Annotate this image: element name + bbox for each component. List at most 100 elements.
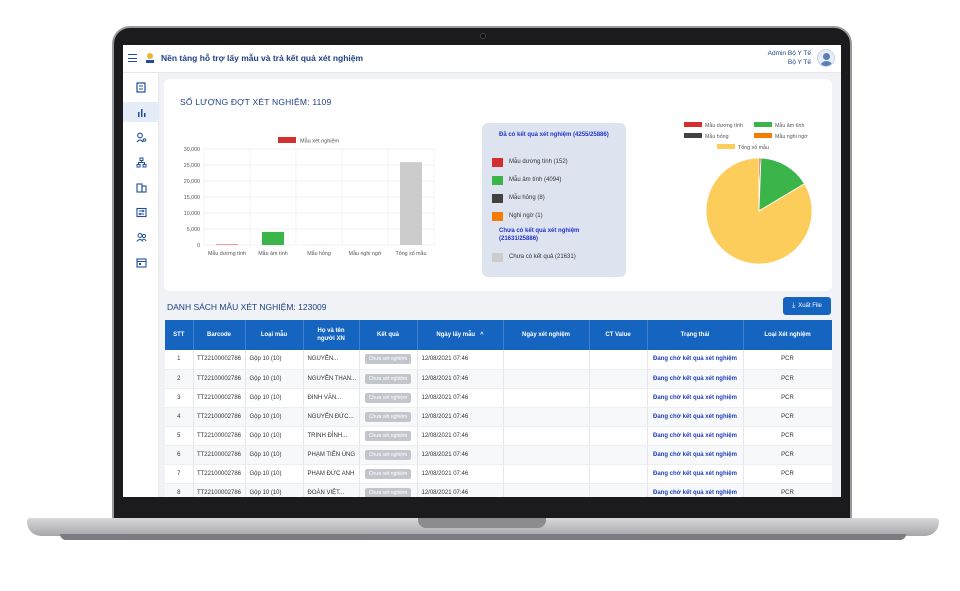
building-icon [135,182,147,193]
table-row[interactable]: 1 TT22100002786 Gộp 10 (10) NGUYỄN... Chưa x… [165,350,832,370]
column-header-test-date[interactable]: Ngày xét nghiệm [503,320,590,350]
legend-swatch [492,252,503,262]
pie-legend-swatch [754,133,772,138]
cell-test-type: PCR [743,388,832,408]
cell-name: NGUYỄN ĐỨC... [303,407,360,427]
bar-chart: Mẫu xét nghiệm 30,000 25,000 20,000 15,000 10… [184,137,435,257]
cell-test-type: PCR [743,350,832,370]
summary-legend-item: Mẫu dương tính (152) [492,157,568,167]
export-file-button[interactable]: ⤓ Xuất File [783,297,831,315]
sidebar-item-dashboard[interactable] [123,77,159,97]
cell-result: Chưa xét nghiệm [359,483,418,497]
cell-name: PHẠM TIẾN ÚNG [303,445,360,465]
status-link[interactable]: Đang chờ kết quả xét nghiệm [653,451,737,458]
users-icon [135,232,147,242]
cell-ct [589,388,648,408]
table-row[interactable]: 5 TT22100002786 Gộp 10 (10) TRỊNH ĐÌNH... Ch… [165,426,832,446]
cell-status: Đang chờ kết quả xét nghiệm [647,426,744,446]
status-link[interactable]: Đang chờ kết quả xét nghiệm [653,432,737,439]
column-header-name[interactable]: Họ và tên người XN [303,320,360,350]
y-tick-label: 30,000 [184,147,200,153]
table-row[interactable]: 4 TT22100002786 Gộp 10 (10) NGUYỄN ĐỨC... Ch… [165,407,832,427]
table-row[interactable]: 8 TT22100002786 Gộp 10 (10) ĐOÀN VIỆT... Chư… [165,483,832,497]
cell-name: NGUYỄN... [303,350,360,370]
cell-ct [589,483,648,497]
cell-barcode: TT22100002786 [193,407,246,427]
column-header-status[interactable]: Trạng thái [647,320,744,350]
y-tick-label: 0 [197,243,200,249]
cell-type: Gộp 10 (10) [245,426,304,446]
y-tick-label: 25,000 [184,163,200,169]
sidebar-item-facilities[interactable] [123,177,159,197]
cell-stt: 7 [165,464,194,484]
cell-test-date [503,350,590,370]
cell-barcode: TT22100002786 [193,369,246,389]
cell-test-type: PCR [743,445,832,465]
cell-sample-date: 12/08/2021 07:46 [417,464,504,484]
table-row[interactable]: 6 TT22100002786 Gộp 10 (10) PHẠM TIẾN ÚNG Ch… [165,445,832,465]
cell-stt: 6 [165,445,194,465]
cell-ct [589,350,648,370]
column-header-barcode[interactable]: Barcode [193,320,246,350]
column-header-sample-date[interactable]: Ngày lấy mẫu ^ [417,320,504,350]
result-badge: Chưa xét nghiệm [364,392,412,403]
legend-swatch [492,175,503,185]
table-row[interactable]: 2 TT22100002786 Gộp 10 (10) NGUYỄN THAN... C… [165,369,832,389]
sidebar-item-schedule[interactable] [123,252,159,272]
sidebar-item-statistics[interactable] [123,102,159,122]
cell-name: ĐOÀN VIỆT... [303,483,360,497]
x-tick-label: Mẫu hỏng [307,250,331,257]
cell-type: Gộp 10 (10) [245,407,304,427]
sidebar-item-organization[interactable] [123,152,159,172]
result-badge: Chưa xét nghiệm [364,430,412,441]
cell-status: Đang chờ kết quả xét nghiệm [647,350,744,370]
sidebar-item-users-search[interactable] [123,127,159,147]
result-badge: Chưa xét nghiệm [364,354,412,365]
app-logo-icon [146,53,154,63]
sort-ascending-icon[interactable]: ^ [480,332,484,338]
table-row[interactable]: 7 TT22100002786 Gộp 10 (10) PHẠM ĐỨC ANH Chư… [165,464,832,484]
status-link[interactable]: Đang chờ kết quả xét nghiệm [653,413,737,420]
legend-label: Mẫu âm tính (4094) [509,177,562,183]
cell-sample-date: 12/08/2021 07:46 [417,426,504,446]
cell-barcode: TT22100002786 [193,388,246,408]
result-badge: Chưa xét nghiệm [364,449,412,460]
app-title: Nền tảng hỗ trợ lấy mẫu và trả kết quả x… [161,53,364,63]
status-link[interactable]: Đang chờ kết quả xét nghiệm [653,470,737,477]
sidebar-item-accounts[interactable] [123,227,159,247]
sample-table: STT Barcode Loại mẫu Họ và tên người XN … [165,320,832,497]
column-header-result[interactable]: Kết quả [359,320,418,350]
table-header-row: STT Barcode Loại mẫu Họ và tên người XN … [165,320,832,350]
avatar[interactable] [817,49,835,67]
table-row[interactable]: 3 TT22100002786 Gộp 10 (10) ĐINH VĂN... Chưa… [165,388,832,408]
pie-legend-label: Mẫu dương tính [705,122,743,129]
column-header-stt[interactable]: STT [165,320,194,350]
cell-result: Chưa xét nghiệm [359,464,418,484]
column-header-test-type[interactable]: Loại Xét nghiệm [743,320,832,350]
bar-chart-icon [137,108,145,117]
legend-label: Mẫu dương tính (152) [509,159,568,165]
user-org: Bộ Y Tế [787,59,811,66]
cell-result: Chưa xét nghiệm [359,388,418,408]
cell-result: Chưa xét nghiệm [359,445,418,465]
cell-result: Chưa xét nghiệm [359,369,418,389]
laptop-base-shadow [60,534,906,540]
column-header-ct-value[interactable]: CT Value [589,320,648,350]
result-summary-box: Đã có kết quả xét nghiệm (4255/25886) Mẫ… [482,123,626,277]
hamburger-menu-icon[interactable] [128,54,137,62]
cell-stt: 2 [165,369,194,389]
cell-sample-date: 12/08/2021 07:46 [417,483,504,497]
sidebar-item-transfer[interactable] [123,202,159,222]
status-link[interactable]: Đang chờ kết quả xét nghiệm [653,356,737,363]
status-link[interactable]: Đang chờ kết quả xét nghiệm [653,394,737,401]
hierarchy-icon [136,157,146,167]
top-bar: Nền tảng hỗ trợ lấy mẫu và trả kết quả x… [123,45,841,73]
user-name[interactable]: Admin Bộ Y Tế [767,50,811,57]
status-link[interactable]: Đang chờ kết quả xét nghiệm [653,375,737,382]
column-header-sample-type[interactable]: Loại mẫu [245,320,304,350]
transfer-icon [135,207,147,217]
cell-name: PHẠM ĐỨC ANH [303,464,360,484]
cell-test-type: PCR [743,407,832,427]
status-link[interactable]: Đang chờ kết quả xét nghiệm [653,489,737,496]
cell-stt: 5 [165,426,194,446]
